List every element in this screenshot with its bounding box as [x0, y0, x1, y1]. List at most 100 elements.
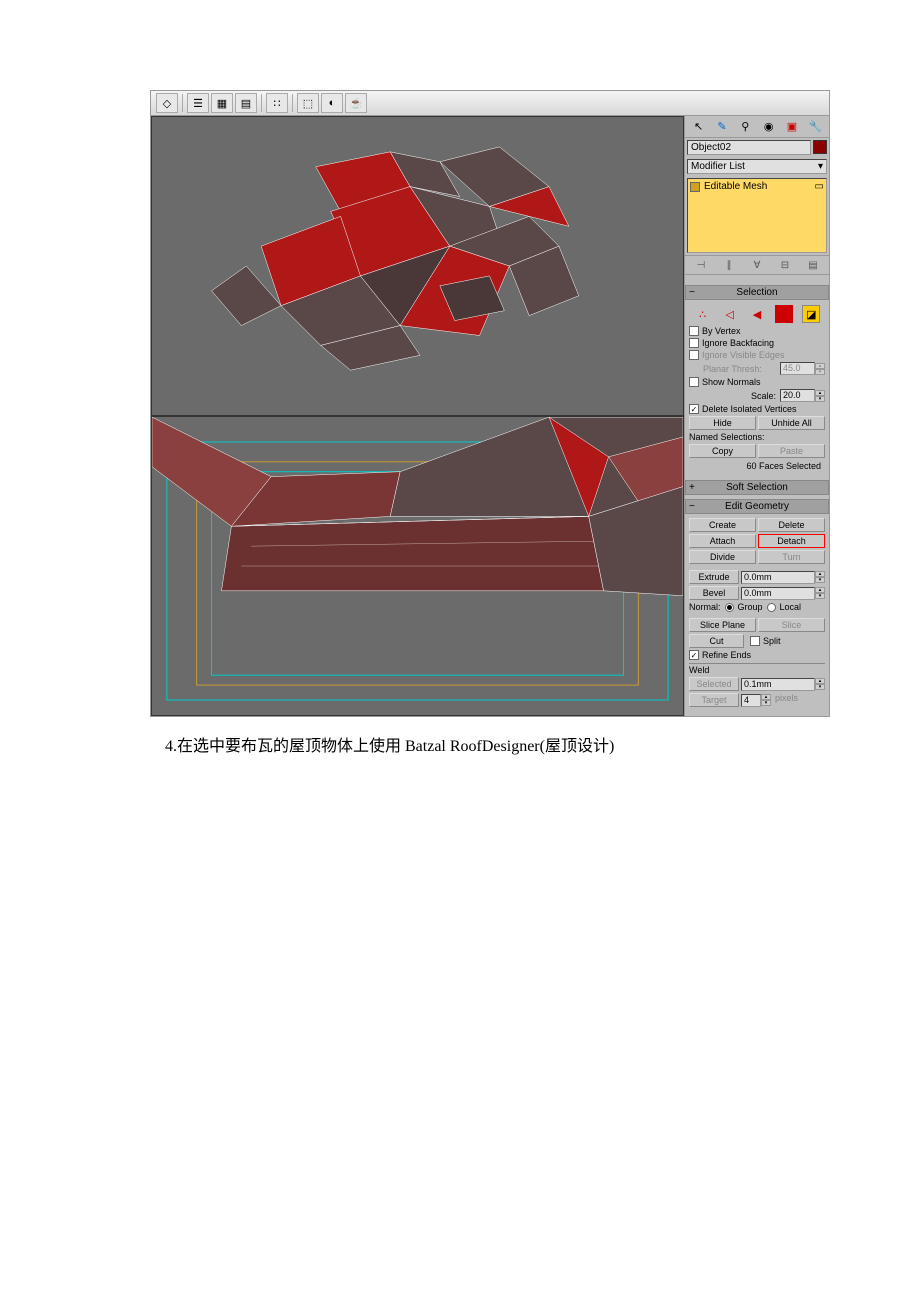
modifier-name: Editable Mesh [704, 181, 767, 192]
target-input[interactable]: 4 [741, 694, 761, 707]
selection-rollout-header[interactable]: − Selection [685, 285, 829, 300]
delete-isolated-row[interactable]: ✓ Delete Isolated Vertices [689, 403, 825, 415]
show-result-icon[interactable]: ∥ [720, 257, 738, 273]
show-normals-label: Show Normals [702, 377, 761, 387]
tool-btn-grid1[interactable]: ▦ [211, 93, 233, 113]
group-label: Group [738, 602, 763, 612]
normal-row: Normal: Group Local [689, 601, 825, 613]
element-icon[interactable]: ◪ [802, 305, 820, 323]
scale-spinner[interactable]: 20.0 ▴▾ [780, 389, 825, 402]
object-color-swatch[interactable] [813, 140, 827, 154]
refine-ends-row[interactable]: ✓ Refine Ends [689, 649, 825, 661]
motion-tab-icon[interactable]: ◉ [760, 118, 778, 136]
face-icon[interactable]: ◀ [748, 305, 766, 323]
divide-button[interactable]: Divide [689, 550, 756, 564]
modifier-stack[interactable]: Editable Mesh ▭ [687, 178, 827, 253]
soft-selection-rollout: + Soft Selection [685, 480, 829, 495]
refine-ends-checkbox[interactable]: ✓ [689, 650, 699, 660]
local-label: Local [780, 602, 802, 612]
modifier-toggle-icon[interactable] [690, 182, 700, 192]
modify-tab-icon[interactable]: ✎ [713, 118, 731, 136]
tool-btn-tilt[interactable]: ◇ [156, 93, 178, 113]
hide-button[interactable]: Hide [689, 416, 756, 430]
utilities-tab-icon[interactable]: 🔧 [806, 118, 824, 136]
object-name-row: Object02 [685, 138, 829, 157]
by-vertex-row[interactable]: By Vertex [689, 325, 825, 337]
tool-btn-select[interactable]: ⬚ [297, 93, 319, 113]
bevel-spinner[interactable]: 0.0mm ▴▾ [741, 586, 825, 600]
edge-icon[interactable]: ◁ [721, 305, 739, 323]
weld-label: Weld [689, 663, 825, 676]
edit-geometry-body: Create Delete Attach Detach Divide Turn … [685, 514, 829, 711]
slice-plane-button[interactable]: Slice Plane [689, 618, 756, 632]
bevel-input[interactable]: 0.0mm [741, 587, 815, 600]
toolbar-separator [261, 94, 262, 112]
local-radio[interactable] [767, 603, 776, 612]
viewport-perspective[interactable] [151, 116, 684, 416]
edit-geometry-rollout: − Edit Geometry Create Delete Attach Det… [685, 499, 829, 711]
tool-btn-layer[interactable]: ☰ [187, 93, 209, 113]
tool-btn-dots[interactable]: ∷ [266, 93, 288, 113]
planar-thresh-spinner: 45.0 ▴▾ [780, 362, 825, 375]
main-area: ↖ ✎ ⚲ ◉ ▣ 🔧 Object02 Modifier List ▾ [151, 116, 829, 716]
bevel-button[interactable]: Bevel [689, 586, 739, 600]
tool-btn-render[interactable]: ◐ [321, 93, 343, 113]
stack-toolbar: ⊣ ∥ ∀ ⊟ ▤ [685, 255, 829, 275]
modifier-expand-icon[interactable]: ▭ [815, 181, 824, 192]
make-unique-icon[interactable]: ∀ [748, 257, 766, 273]
3dsmax-window: ◇ ☰ ▦ ▤ ∷ ⬚ ◐ ☕ [150, 90, 830, 717]
faces-selected-status: 60 Faces Selected [689, 459, 825, 473]
edit-geometry-header[interactable]: − Edit Geometry [685, 499, 829, 514]
split-row[interactable]: Split [746, 634, 825, 648]
roof-model-bottom [152, 417, 683, 715]
pixels-label: pixels [773, 693, 798, 707]
hierarchy-tab-icon[interactable]: ⚲ [736, 118, 754, 136]
target-spinner[interactable]: 4 ▴▾ [741, 693, 771, 707]
detach-button[interactable]: Detach [758, 534, 825, 548]
selected-spinner[interactable]: 0.1mm ▴▾ [741, 677, 825, 691]
show-normals-row[interactable]: Show Normals [689, 376, 825, 388]
vertex-icon[interactable]: ∴ [694, 305, 712, 323]
tool-btn-grid2[interactable]: ▤ [235, 93, 257, 113]
remove-mod-icon[interactable]: ⊟ [776, 257, 794, 273]
group-radio[interactable] [725, 603, 734, 612]
turn-button: Turn [758, 550, 825, 564]
attach-button[interactable]: Attach [689, 534, 756, 548]
planar-thresh-label: Planar Thresh: [689, 364, 780, 374]
unhide-all-button[interactable]: Unhide All [758, 416, 825, 430]
ignore-backfacing-label: Ignore Backfacing [702, 338, 774, 348]
extrude-input[interactable]: 0.0mm [741, 571, 815, 584]
create-button[interactable]: Create [689, 518, 756, 532]
modifier-list-dropdown[interactable]: Modifier List ▾ [687, 159, 827, 174]
planar-thresh-row: Planar Thresh: 45.0 ▴▾ [689, 361, 825, 376]
delete-button[interactable]: Delete [758, 518, 825, 532]
split-checkbox[interactable] [750, 636, 760, 646]
command-panel: ↖ ✎ ⚲ ◉ ▣ 🔧 Object02 Modifier List ▾ [684, 116, 829, 716]
by-vertex-checkbox[interactable] [689, 326, 699, 336]
target-button: Target [689, 693, 739, 707]
soft-selection-header[interactable]: + Soft Selection [685, 480, 829, 495]
delete-isolated-checkbox[interactable]: ✓ [689, 404, 699, 414]
configure-icon[interactable]: ▤ [804, 257, 822, 273]
scale-input[interactable]: 20.0 [780, 389, 815, 402]
tool-btn-teapot[interactable]: ☕ [345, 93, 367, 113]
create-tab-icon[interactable]: ↖ [690, 118, 708, 136]
object-name-field[interactable]: Object02 [687, 140, 811, 155]
extrude-button[interactable]: Extrude [689, 570, 739, 584]
ignore-backfacing-row[interactable]: Ignore Backfacing [689, 337, 825, 349]
cut-button[interactable]: Cut [689, 634, 744, 648]
modifier-stack-item[interactable]: Editable Mesh ▭ [690, 181, 824, 192]
extrude-spinner[interactable]: 0.0mm ▴▾ [741, 570, 825, 584]
selected-input[interactable]: 0.1mm [741, 678, 815, 691]
viewport-camera[interactable] [151, 416, 684, 716]
show-normals-checkbox[interactable] [689, 377, 699, 387]
command-panel-tabs: ↖ ✎ ⚲ ◉ ▣ 🔧 [685, 116, 829, 138]
normal-label: Normal: [689, 602, 721, 612]
ignore-backfacing-checkbox[interactable] [689, 338, 699, 348]
modifier-list-label: Modifier List [691, 161, 745, 172]
copy-button[interactable]: Copy [689, 444, 756, 458]
soft-selection-title: Soft Selection [726, 482, 788, 493]
pin-stack-icon[interactable]: ⊣ [692, 257, 710, 273]
polygon-icon[interactable]: ■ [775, 305, 793, 323]
display-tab-icon[interactable]: ▣ [783, 118, 801, 136]
